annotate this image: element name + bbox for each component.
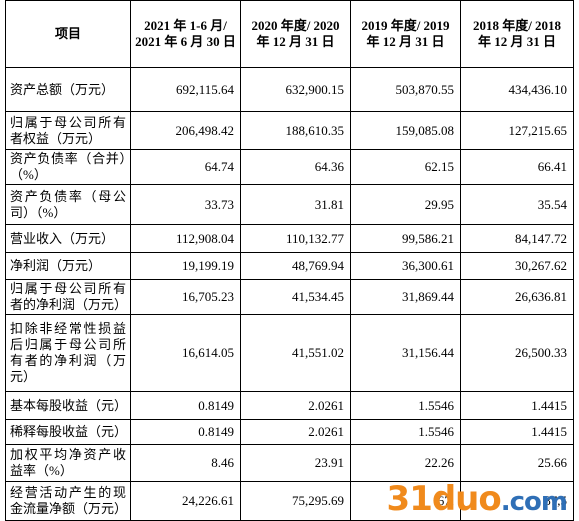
header-cell: 2021 年 1-6 月/ 2021 年 6 月 30 日 [130, 0, 241, 68]
cell-value: 110,132.77 [240, 224, 351, 253]
header-cell: 2019 年度/ 2019 年 12 月 31 日 [350, 0, 461, 68]
row-label: 基本每股收益（元） [5, 391, 131, 420]
cell-value: 22.26 [350, 444, 461, 482]
table-row: 净利润（万元） 19,199.19 48,769.94 36,300.61 30,267… [5, 252, 574, 280]
cell-value: 0.8149 [130, 419, 241, 445]
row-label: 经营活动产生的现金流量净额（万元） [5, 481, 131, 521]
header-cell: 2020 年度/ 2020 年 12 月 31 日 [240, 0, 351, 68]
cell-value: 41,534.45 [240, 279, 351, 315]
watermark-main: 31duo [386, 479, 502, 519]
cell-value: 692,115.64 [130, 67, 241, 112]
row-label: 稀释每股收益（元） [5, 419, 131, 445]
cell-value: 206,498.42 [130, 111, 241, 150]
row-label: 归属于母公司所有者的净利润（万元） [5, 279, 131, 315]
cell-value: 1.5546 [350, 419, 461, 445]
table-row: 加权平均净资产收益率（%） 8.46 23.91 22.26 25.66 [5, 444, 574, 482]
table-row: 资产负债率（合并）（%） 64.74 64.36 62.15 66.41 [5, 149, 574, 185]
row-label: 营业收入（万元） [5, 224, 131, 253]
cell-value: 2.0261 [240, 391, 351, 420]
cell-value: 87,5 [460, 481, 574, 521]
table-row: 基本每股收益（元） 0.8149 2.0261 1.5546 1.4415 [5, 391, 574, 420]
table-row: 资产负债率（母公司）（%） 33.73 31.81 29.95 35.54 [5, 184, 574, 225]
row-label: 加权平均净资产收益率（%） [5, 444, 131, 482]
cell-value: 48,769.94 [240, 252, 351, 280]
cell-value: 99,586.21 [350, 224, 461, 253]
cell-value: 29.95 [350, 184, 461, 225]
cell-value: 503,870.55 [350, 67, 461, 112]
cell-value: 75,295.69 [240, 481, 351, 521]
cell-value: 0.8149 [130, 391, 241, 420]
row-label: 资产负债率（母公司）（%） [5, 184, 131, 225]
cell-value: 31.81 [240, 184, 351, 225]
table-row: 经营活动产生的现金流量净额（万元） 24,226.61 75,295.69 67, 87… [5, 481, 574, 521]
cell-value: 25.66 [460, 444, 574, 482]
cell-value: 434,436.10 [460, 67, 574, 112]
cell-value: 64.36 [240, 149, 351, 185]
cell-value: 19,199.19 [130, 252, 241, 280]
watermark: 31duo.com [386, 479, 568, 519]
table-row: 稀释每股收益（元） 0.8149 2.0261 1.5546 1.4415 [5, 419, 574, 445]
cell-value: 16,705.23 [130, 279, 241, 315]
watermark-suffix: .com [500, 487, 568, 517]
cell-value: 41,551.02 [240, 314, 351, 392]
row-label: 归属于母公司所有者权益（万元） [5, 111, 131, 150]
cell-value: 33.73 [130, 184, 241, 225]
cell-value: 31,869.44 [350, 279, 461, 315]
header-cell: 项目 [5, 0, 131, 68]
cell-value: 159,085.08 [350, 111, 461, 150]
row-label: 扣除非经常性损益后归属于母公司所有者的净利润（万元） [5, 314, 131, 392]
cell-value: 26,500.33 [460, 314, 574, 392]
table-row: 营业收入（万元） 112,908.04 110,132.77 99,586.21 84,… [5, 224, 574, 253]
cell-value: 16,614.05 [130, 314, 241, 392]
row-label: 资产负债率（合并）（%） [5, 149, 131, 185]
header-cell: 2018 年度/ 2018 年 12 月 31 日 [460, 0, 574, 68]
cell-value: 127,215.65 [460, 111, 574, 150]
row-label: 净利润（万元） [5, 252, 131, 280]
header-row: 项目 2021 年 1-6 月/ 2021 年 6 月 30 日 2020 年度/ … [5, 0, 574, 68]
cell-value: 84,147.72 [460, 224, 574, 253]
cell-value: 2.0261 [240, 419, 351, 445]
table-row: 归属于母公司所有者的净利润（万元） 16,705.23 41,534.45 31,86… [5, 279, 574, 315]
cell-value: 112,908.04 [130, 224, 241, 253]
table-row: 归属于母公司所有者权益（万元） 206,498.42 188,610.35 159,0… [5, 111, 574, 150]
cell-value: 1.4415 [460, 391, 574, 420]
cell-value: 1.4415 [460, 419, 574, 445]
cell-value: 23.91 [240, 444, 351, 482]
cell-value: 24,226.61 [130, 481, 241, 521]
cell-value: 632,900.15 [240, 67, 351, 112]
cell-value: 8.46 [130, 444, 241, 482]
cell-value: 1.5546 [350, 391, 461, 420]
data-table: 项目 2021 年 1-6 月/ 2021 年 6 月 30 日 2020 年度/ … [5, 0, 574, 521]
cell-value: 30,267.62 [460, 252, 574, 280]
cell-value: 66.41 [460, 149, 574, 185]
cell-value: 31,156.44 [350, 314, 461, 392]
cell-value: 36,300.61 [350, 252, 461, 280]
cell-value: 64.74 [130, 149, 241, 185]
table-row: 扣除非经常性损益后归属于母公司所有者的净利润（万元） 16,614.05 41,55… [5, 314, 574, 392]
cell-value: 26,636.81 [460, 279, 574, 315]
row-label: 资产总额（万元） [5, 67, 131, 112]
table-row: 资产总额（万元） 692,115.64 632,900.15 503,870.55 43… [5, 67, 574, 112]
cell-value: 188,610.35 [240, 111, 351, 150]
cell-value: 62.15 [350, 149, 461, 185]
cell-value: 35.54 [460, 184, 574, 225]
